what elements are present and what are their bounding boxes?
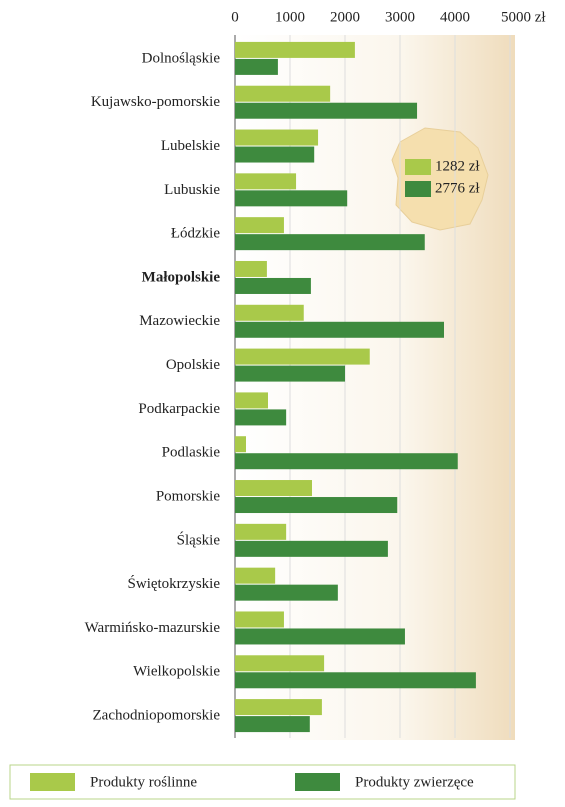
y-tick-label: Łódzkie xyxy=(171,226,220,242)
bar xyxy=(235,173,297,190)
bar xyxy=(235,453,458,470)
bar xyxy=(235,409,287,426)
x-tick-label: 4000 xyxy=(440,9,470,25)
average-label: 1282 zł xyxy=(435,158,480,174)
bar xyxy=(235,190,348,207)
legend-swatch xyxy=(295,773,340,791)
bar xyxy=(235,304,304,321)
bar xyxy=(235,584,338,601)
y-tick-label: Warmińsko-mazurskie xyxy=(85,620,221,636)
y-tick-label: Małopolskie xyxy=(142,269,221,285)
bar xyxy=(235,655,325,672)
x-tick-label: 3000 xyxy=(385,9,415,25)
bar xyxy=(235,146,315,163)
legend-label: Produkty zwierzęce xyxy=(355,774,474,790)
x-tick-label: 0 xyxy=(231,9,239,25)
bar xyxy=(235,85,331,102)
y-tick-label: Podlaskie xyxy=(162,445,221,461)
average-swatch xyxy=(405,159,431,175)
bar xyxy=(235,365,345,382)
map-inset xyxy=(391,127,489,231)
bar xyxy=(235,277,311,294)
legend-box xyxy=(9,764,516,800)
bar xyxy=(235,102,418,119)
x-tick-label: 5000 zł xyxy=(501,9,546,25)
legend-swatch xyxy=(30,773,75,791)
average-label: 2776 zł xyxy=(435,180,480,196)
y-tick-label: Wielkopolskie xyxy=(133,664,220,680)
y-tick-label: Kujawsko-pomorskie xyxy=(91,94,220,110)
y-tick-label: Zachodniopomorskie xyxy=(93,708,221,724)
y-tick-label: Lubuskie xyxy=(164,182,220,198)
bar xyxy=(235,58,278,75)
x-tick-label: 1000 xyxy=(275,9,305,25)
bar xyxy=(235,567,276,584)
bar xyxy=(235,699,322,716)
bar xyxy=(235,260,267,277)
legend-label: Produkty roślinne xyxy=(90,774,197,790)
y-tick-label: Dolnośląskie xyxy=(142,50,221,66)
bar xyxy=(235,217,284,234)
x-tick-label: 2000 xyxy=(330,9,360,25)
y-tick-label: Pomorskie xyxy=(156,488,221,504)
bar xyxy=(235,672,476,689)
bar xyxy=(235,436,246,453)
bar xyxy=(235,497,398,514)
y-tick-label: Opolskie xyxy=(166,357,221,373)
bar xyxy=(235,523,287,540)
bar xyxy=(235,611,284,628)
bar xyxy=(235,628,405,645)
bar xyxy=(235,392,268,409)
bar xyxy=(235,348,370,365)
y-tick-label: Podkarpackie xyxy=(138,401,220,417)
bar xyxy=(235,716,310,733)
y-tick-label: Mazowieckie xyxy=(139,313,220,329)
bar xyxy=(235,129,319,146)
y-tick-label: Śląskie xyxy=(177,531,221,548)
y-tick-label: Świętokrzyskie xyxy=(128,575,221,592)
bar xyxy=(235,540,388,557)
bar xyxy=(235,480,312,497)
y-tick-label: Lubelskie xyxy=(161,138,220,154)
average-swatch xyxy=(405,181,431,197)
bar xyxy=(235,41,355,58)
bar xyxy=(235,321,444,338)
bar xyxy=(235,234,425,251)
